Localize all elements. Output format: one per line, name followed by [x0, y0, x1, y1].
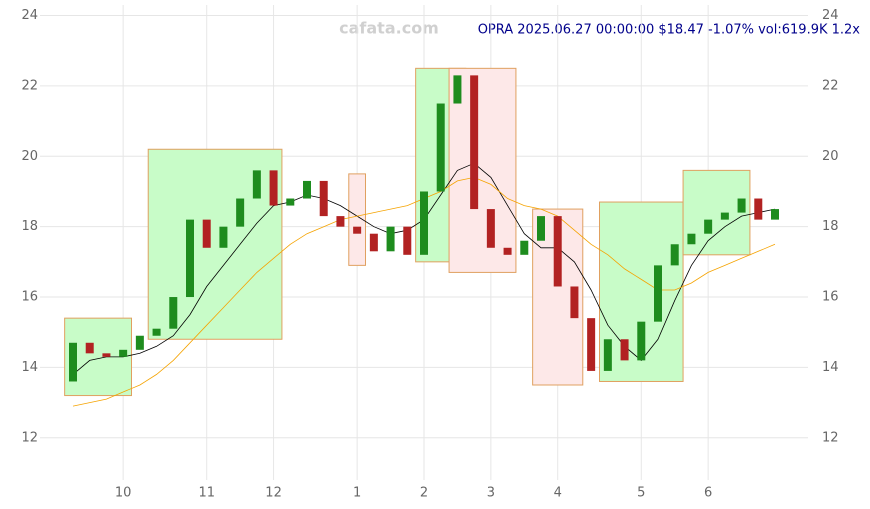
candle: [403, 226, 412, 255]
candle: [319, 180, 328, 217]
candle: [486, 209, 495, 248]
x-tick-label: 11: [198, 486, 215, 501]
y-tick-label: 24: [21, 8, 38, 23]
candle: [85, 342, 94, 354]
candle: [219, 226, 228, 248]
candle: [135, 335, 144, 350]
x-tick-label: 6: [704, 486, 712, 501]
candle: [553, 216, 562, 287]
candle: [436, 103, 445, 192]
candle: [102, 353, 111, 357]
y-tick-label: 20: [21, 149, 38, 164]
candle: [754, 198, 763, 220]
x-tick-label: 10: [115, 486, 132, 501]
candle: [336, 216, 345, 227]
candle: [303, 180, 311, 199]
candle: [670, 244, 679, 266]
candle: [720, 212, 729, 220]
y-tick-label-right: 12: [822, 430, 839, 445]
candle: [687, 233, 696, 245]
candle: [637, 321, 646, 361]
candle: [169, 297, 178, 329]
y-tick-label-right: 20: [822, 149, 839, 164]
candle: [704, 219, 713, 234]
x-tick-label: 4: [554, 486, 562, 501]
x-tick-label: 12: [265, 486, 282, 501]
candle: [69, 342, 77, 382]
candle: [503, 247, 512, 255]
chart-title: OPRA 2025.06.27 00:00:00 $18.47 -1.07% v…: [478, 23, 861, 38]
candle: [236, 198, 245, 227]
candle: [737, 198, 746, 213]
candle: [286, 198, 295, 206]
y-tick-label-right: 22: [822, 78, 839, 93]
candle: [603, 339, 612, 371]
candle: [119, 349, 128, 357]
x-tick-label: 3: [487, 486, 495, 501]
candle: [152, 328, 161, 336]
candle: [620, 339, 629, 361]
candle: [453, 75, 462, 104]
x-tick-label: 2: [420, 486, 428, 501]
x-tick-label: 1: [353, 486, 361, 501]
candle: [470, 75, 479, 210]
candle: [537, 216, 545, 241]
candle: [186, 219, 194, 298]
candle: [420, 191, 428, 255]
zone: [348, 173, 366, 266]
y-tick-label: 12: [21, 430, 38, 445]
candle: [269, 170, 278, 206]
y-tick-label: 18: [21, 219, 38, 234]
y-tick-label-right: 14: [822, 360, 839, 375]
x-tick-label: 5: [637, 486, 645, 501]
watermark: cafata.com: [339, 19, 439, 38]
candle: [252, 170, 261, 199]
y-tick-label: 16: [21, 290, 38, 305]
candle: [202, 219, 211, 248]
zone: [147, 148, 283, 340]
y-tick-label-right: 18: [822, 219, 839, 234]
candle: [353, 226, 362, 234]
y-tick-label: 14: [21, 360, 38, 375]
candle: [654, 265, 662, 322]
y-tick-label-right: 24: [822, 8, 839, 23]
candle: [386, 226, 395, 252]
candle: [520, 240, 529, 255]
candle: [771, 209, 779, 220]
candle: [369, 233, 378, 252]
candle: [570, 286, 579, 319]
y-tick-label: 22: [21, 78, 38, 93]
candle: [587, 318, 596, 371]
y-tick-label-right: 16: [822, 290, 839, 305]
